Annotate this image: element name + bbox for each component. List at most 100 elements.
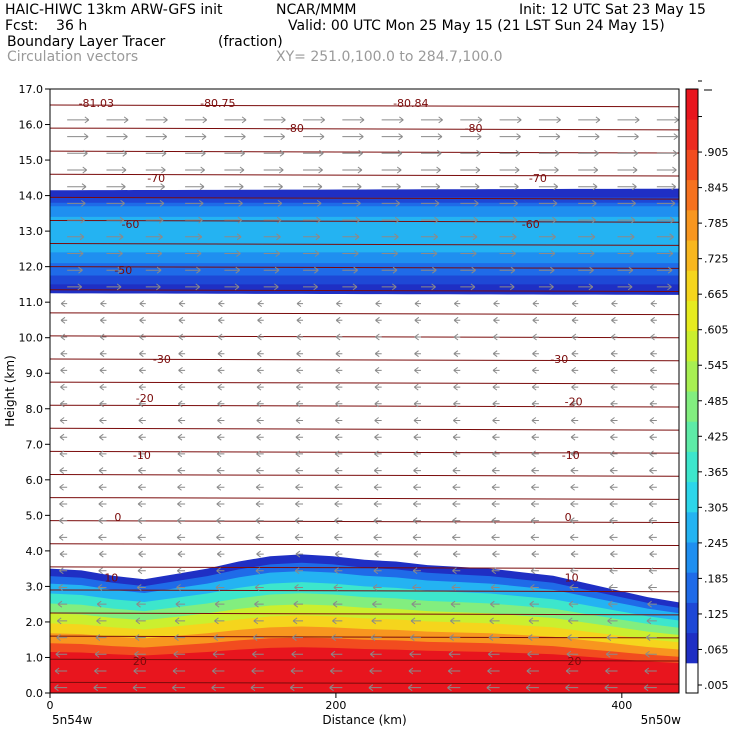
circulation-vector xyxy=(532,300,539,307)
circulation-vector xyxy=(447,684,461,692)
circulation-vector xyxy=(453,300,461,307)
isotherm-line xyxy=(49,589,680,593)
circulation-vector xyxy=(420,133,443,141)
circulation-vector xyxy=(570,550,579,558)
circulation-vector xyxy=(332,617,343,625)
vector-arrow xyxy=(137,483,146,491)
circulation-vector xyxy=(420,250,438,257)
circulation-vector xyxy=(571,333,579,341)
vector-arrow xyxy=(292,634,304,641)
vector-arrow xyxy=(578,233,596,241)
vector-arrow xyxy=(571,350,579,358)
vector-arrow xyxy=(649,366,657,374)
circulation-vector xyxy=(420,166,441,174)
circulation-vector xyxy=(499,250,516,257)
vector-arrow xyxy=(67,233,85,241)
contour-label: 0 xyxy=(565,511,572,524)
circulation-vector xyxy=(610,333,618,341)
circulation-vector xyxy=(460,216,479,224)
vector-arrow xyxy=(649,450,657,458)
circulation-vector xyxy=(578,250,595,257)
vector-arrow xyxy=(530,567,539,575)
vector-arrow xyxy=(145,233,163,241)
circulation-vector xyxy=(650,300,657,307)
organization-label: NCAR/MMM xyxy=(276,2,357,18)
circulation-vector xyxy=(216,450,225,458)
colorbar-segment xyxy=(686,119,698,150)
circulation-vector xyxy=(136,600,146,608)
circulation-vector xyxy=(532,316,539,324)
vector-arrow xyxy=(460,200,479,207)
vector-arrow xyxy=(650,350,657,358)
vector-arrow xyxy=(606,634,618,641)
vector-arrow xyxy=(570,567,579,575)
vector-arrow xyxy=(296,316,304,324)
circulation-vector xyxy=(216,500,225,508)
vector-arrow xyxy=(490,600,500,608)
vector-arrow xyxy=(648,483,657,491)
circulation-vector xyxy=(296,383,304,391)
isotherm-line xyxy=(49,243,680,246)
vector-arrow xyxy=(538,133,561,141)
vector-arrow xyxy=(137,567,146,575)
circulation-vector xyxy=(255,517,264,525)
vector-arrow xyxy=(570,417,579,424)
vector-arrow xyxy=(460,149,481,157)
circulation-vector xyxy=(531,417,539,424)
circulation-vector xyxy=(335,417,343,424)
colorbar-label: .845 xyxy=(704,182,729,195)
colorbar-label: .725 xyxy=(704,253,729,266)
vector-arrow xyxy=(381,283,397,291)
vector-arrow xyxy=(492,383,500,391)
circulation-vector xyxy=(453,400,461,408)
vector-arrow xyxy=(578,266,594,274)
circulation-vector xyxy=(67,200,86,207)
circulation-vector xyxy=(453,383,461,391)
vector-arrow xyxy=(569,533,579,541)
vector-arrow xyxy=(255,500,264,508)
isotherm-line xyxy=(49,196,680,200)
circulation-vector xyxy=(303,216,321,224)
vector-arrow xyxy=(420,166,441,174)
circulation-vector xyxy=(216,550,225,558)
circulation-vector xyxy=(185,183,205,191)
vector-arrow xyxy=(571,366,579,374)
vector-arrow xyxy=(217,366,225,374)
colorbar-frame xyxy=(685,88,699,694)
circulation-vector xyxy=(56,617,68,625)
vector-arrow xyxy=(578,166,599,174)
vector-arrow xyxy=(375,333,382,341)
vector-arrow xyxy=(492,433,500,441)
circulation-vector xyxy=(294,584,304,591)
vector-arrow xyxy=(538,116,561,124)
circulation-vector xyxy=(100,316,107,324)
vector-arrow xyxy=(374,417,382,424)
vector-arrow xyxy=(570,467,579,474)
circulation-vector xyxy=(412,584,421,591)
vector-arrow xyxy=(375,316,382,324)
circulation-vector xyxy=(530,584,539,591)
circulation-vector xyxy=(106,149,128,157)
circulation-vector xyxy=(139,316,146,324)
vector-arrow xyxy=(333,584,343,591)
vector-arrow xyxy=(460,216,479,224)
circulation-vector xyxy=(372,584,382,591)
circulation-vector xyxy=(256,450,264,458)
circulation-vector xyxy=(250,684,264,692)
vector-arrow xyxy=(172,684,186,692)
vector-arrow xyxy=(373,467,382,474)
circulation-vector xyxy=(460,250,477,257)
vector-arrow xyxy=(412,533,421,541)
circulation-vector xyxy=(342,216,361,224)
vector-arrow xyxy=(374,350,382,358)
circulation-vector xyxy=(452,567,461,575)
vector-arrow xyxy=(492,450,500,458)
circulation-vector xyxy=(217,366,225,374)
circulation-vector xyxy=(460,266,476,274)
vector-arrow xyxy=(532,300,539,307)
circulation-vector xyxy=(451,584,461,591)
circulation-vector xyxy=(334,450,343,458)
circulation-vector xyxy=(538,216,557,224)
vector-arrow xyxy=(132,684,146,692)
circulation-vector xyxy=(492,400,500,408)
